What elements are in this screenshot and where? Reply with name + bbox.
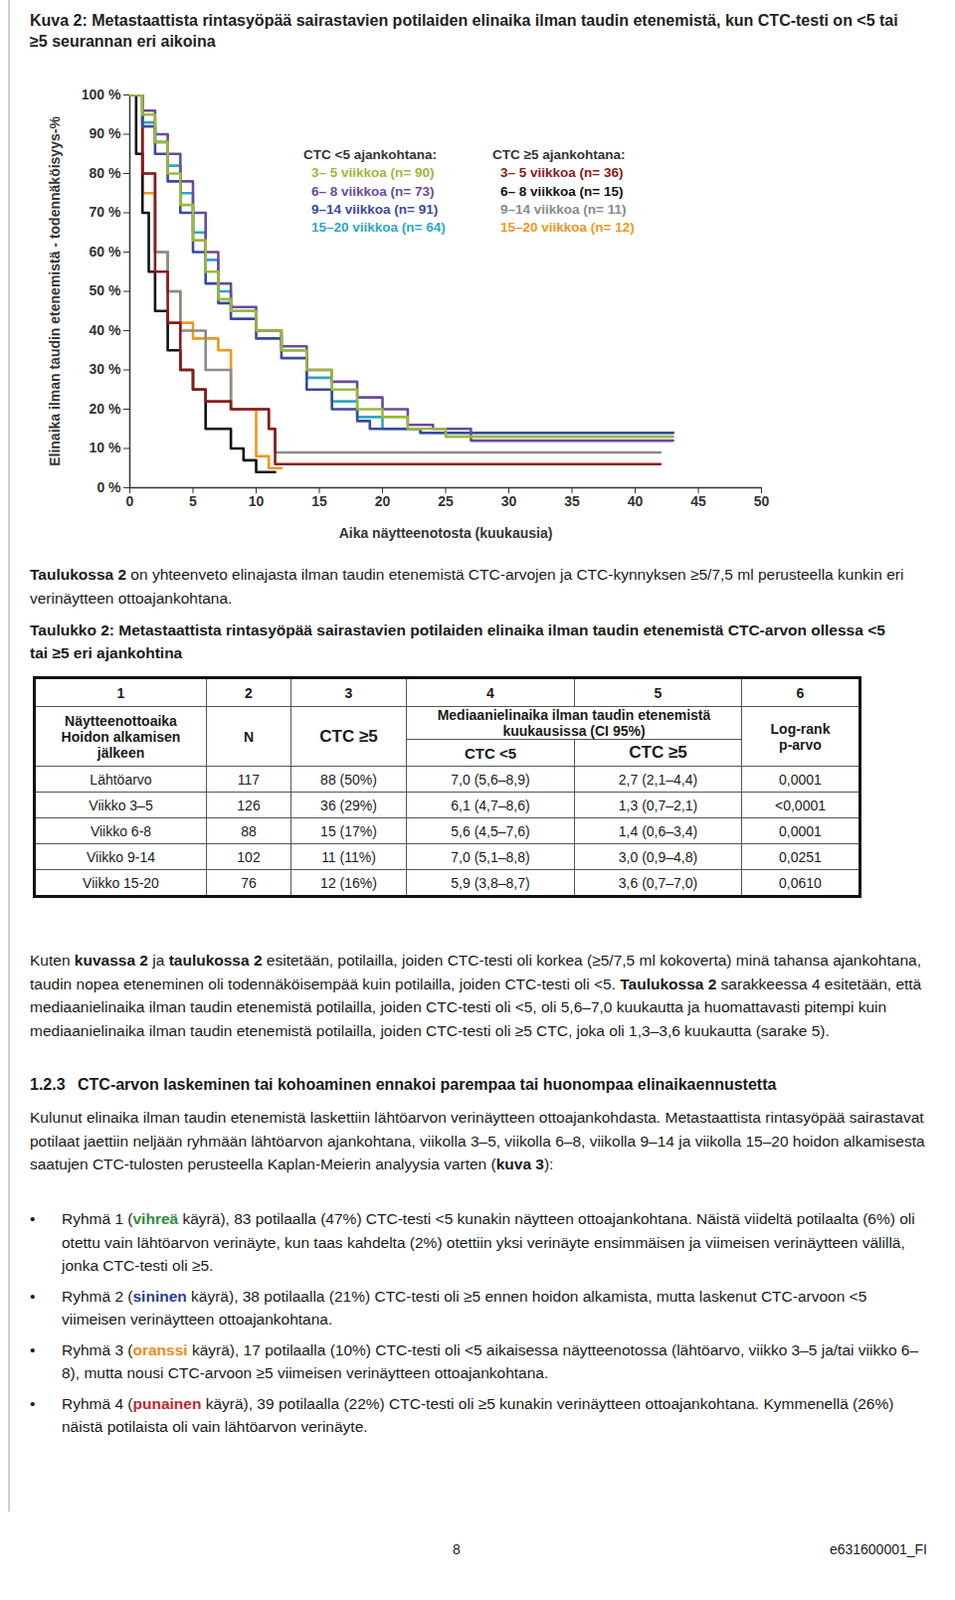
html-text:36 (29%): 36 (29%) [320,797,377,814]
html-text:3– 5 viikkoa (n= 36): 3– 5 viikkoa (n= 36) [500,165,624,181]
html-text:88 (50%): 88 (50%) [320,771,377,788]
svg-text:60 %: 60 % [89,243,122,260]
html-text:0,0610: 0,0610 [779,874,822,891]
html-text:CTC-arvon laskeminen tai kohoa: CTC-arvon laskeminen tai kohoaminen enna… [77,1076,777,1094]
svg-text:10 %: 10 % [89,439,122,456]
html-text:Lähtöarvo: Lähtöarvo [89,771,152,788]
svg-text:10: 10 [248,493,265,510]
svg-text:30 %: 30 % [89,361,122,378]
html-text:Näytteenottoaika: Näytteenottoaika [64,712,177,729]
html-text:126: 126 [237,797,261,814]
html-text:1: 1 [116,684,125,701]
html-text:Viikko 6-8: Viikko 6-8 [90,823,152,840]
svg-text:70 %: 70 % [89,203,122,220]
html-text:CTC ≥5 ajankohtana:: CTC ≥5 ajankohtana: [492,147,626,163]
svg-text:100 %: 100 % [81,86,122,103]
svg-text:35: 35 [564,493,580,510]
html-text:8: 8 [452,1541,461,1558]
svg-text:45: 45 [690,493,707,510]
html-text:3: 3 [344,684,353,701]
html-text:kuukausissa (CI 95%): kuukausissa (CI 95%) [502,723,646,740]
html-text:Hoidon alkamisen: Hoidon alkamisen [61,728,181,745]
html-text:6– 8 viikkoa (n= 15): 6– 8 viikkoa (n= 15) [500,183,624,199]
html-text:3,6 (0,7–7,0): 3,6 (0,7–7,0) [618,874,698,891]
html-text:7,0 (5,6–8,9): 7,0 (5,6–8,9) [450,771,530,788]
html-text:2,7 (2,1–4,4): 2,7 (2,1–4,4) [618,771,698,788]
svg-text:0: 0 [126,493,135,510]
html-text:76: 76 [240,874,257,891]
svg-text:50 %: 50 % [89,282,122,299]
html-text:N: N [243,728,254,745]
html-text:12 (16%): 12 (16%) [320,874,377,891]
html-text:CTC <5: CTC <5 [464,744,517,762]
html-text:e631600001_FI: e631600001_FI [829,1541,928,1558]
html-text:0,0001: 0,0001 [779,823,822,840]
html-text:Ryhmä 3 (oranssi käyrä), 17 po: Ryhmä 3 (oranssi käyrä), 17 potilaalla (… [61,1341,919,1382]
html-text:88: 88 [240,823,257,840]
html-text:117: 117 [237,771,260,788]
svg-text:25: 25 [437,493,454,510]
html-text:1,4 (0,6–3,4): 1,4 (0,6–3,4) [618,823,698,840]
html-text:9–14 viikkoa (n= 11): 9–14 viikkoa (n= 11) [500,201,627,217]
html-text:Viikko 3–5: Viikko 3–5 [88,797,153,814]
svg-text:5: 5 [189,493,197,510]
html-text:Ryhmä 1 (vihreä käyrä), 83 pot: Ryhmä 1 (vihreä käyrä), 83 potilaalla (4… [61,1210,915,1275]
html-text:7,0 (5,1–8,8): 7,0 (5,1–8,8) [450,849,530,865]
html-text:Taulukko 2: Metastaattista rin: Taulukko 2: Metastaattista rintasyöpää s… [29,621,886,662]
html-text:6– 8 viikkoa (n= 73): 6– 8 viikkoa (n= 73) [311,183,435,199]
svg-text:80 %: 80 % [89,165,122,182]
html-text:1,3 (0,7–2,1): 1,3 (0,7–2,1) [618,797,698,814]
svg-text:0 %: 0 % [96,479,122,496]
html-text:3,0 (0,9–4,8): 3,0 (0,9–4,8) [618,849,698,865]
html-text:p-arvo: p-arvo [779,736,822,753]
svg-text:Aika näytteenotosta (kuukausia: Aika näytteenotosta (kuukausia) [339,525,554,542]
html-text:1.2.3: 1.2.3 [29,1076,66,1094]
html-text:Taulukossa 2 on yhteenveto eli: Taulukossa 2 on yhteenveto elinajasta il… [29,566,904,607]
html-text:Viikko 15-20: Viikko 15-20 [82,874,160,891]
html-text:Ryhmä 4 (punainen käyrä), 39 p: Ryhmä 4 (punainen käyrä), 39 potilaalla … [61,1395,894,1436]
html-text:jälkeen: jälkeen [97,744,145,761]
html-text:<0,0001: <0,0001 [774,797,826,814]
html-text:Kuten kuvassa 2 ja taulukossa: Kuten kuvassa 2 ja taulukossa 2 esitetää… [29,952,922,1040]
html-text:0,0001: 0,0001 [779,771,822,788]
html-text:CTC ≥5: CTC ≥5 [629,743,688,763]
html-text:5: 5 [654,684,662,701]
svg-text:90 %: 90 % [89,125,122,142]
svg-text:40: 40 [627,493,644,510]
html-text:15–20 viikkoa (n= 12): 15–20 viikkoa (n= 12) [500,220,635,235]
html-text:3– 5 viikkoa (n= 90): 3– 5 viikkoa (n= 90) [311,165,435,181]
html-text:6,1 (4,7–8,6): 6,1 (4,7–8,6) [450,797,530,814]
html-text:6: 6 [796,684,805,701]
html-text:15–20 viikkoa (n= 64): 15–20 viikkoa (n= 64) [311,220,446,235]
html-text:4: 4 [486,684,495,701]
html-text:5,9 (3,8–8,7): 5,9 (3,8–8,7) [450,874,530,891]
svg-text:50: 50 [754,493,770,510]
html-text:Log-rank: Log-rank [770,720,831,737]
html-text:Mediaanielinaika ilman taudin: Mediaanielinaika ilman taudin etenemistä [437,707,711,724]
html-text:2: 2 [244,684,253,701]
html-text:Viikko 9-14: Viikko 9-14 [86,849,156,865]
svg-text:Elinaika ilman taudin etenemis: Elinaika ilman taudin etenemistä - toden… [46,116,63,467]
html-text:0,0251: 0,0251 [779,849,822,865]
html-text:CTC ≥5: CTC ≥5 [319,726,378,746]
html-text:CTC <5 ajankohtana:: CTC <5 ajankohtana: [303,147,437,163]
html-text:11 (11%): 11 (11%) [321,849,376,865]
html-text:Ryhmä 2 (sininen käyrä), 38 po: Ryhmä 2 (sininen käyrä), 38 potilaalla (… [61,1287,867,1329]
svg-text:40 %: 40 % [89,322,122,339]
html-text:102: 102 [237,849,261,865]
svg-text:20: 20 [375,493,391,510]
html-text:15 (17%): 15 (17%) [320,823,377,840]
html-text:5,6 (4,5–7,6): 5,6 (4,5–7,6) [450,823,530,840]
html-text:Kuva 2: Metastaattista rintasy: Kuva 2: Metastaattista rintasyöpää saira… [29,11,898,50]
html-text:Kulunut elinaika ilman taudin: Kulunut elinaika ilman taudin etenemistä… [29,1109,925,1173]
svg-text:15: 15 [311,493,328,510]
svg-text:20 %: 20 % [89,400,122,417]
svg-text:30: 30 [501,493,518,510]
html-text:9–14 viikkoa (n= 91): 9–14 viikkoa (n= 91) [311,201,438,217]
